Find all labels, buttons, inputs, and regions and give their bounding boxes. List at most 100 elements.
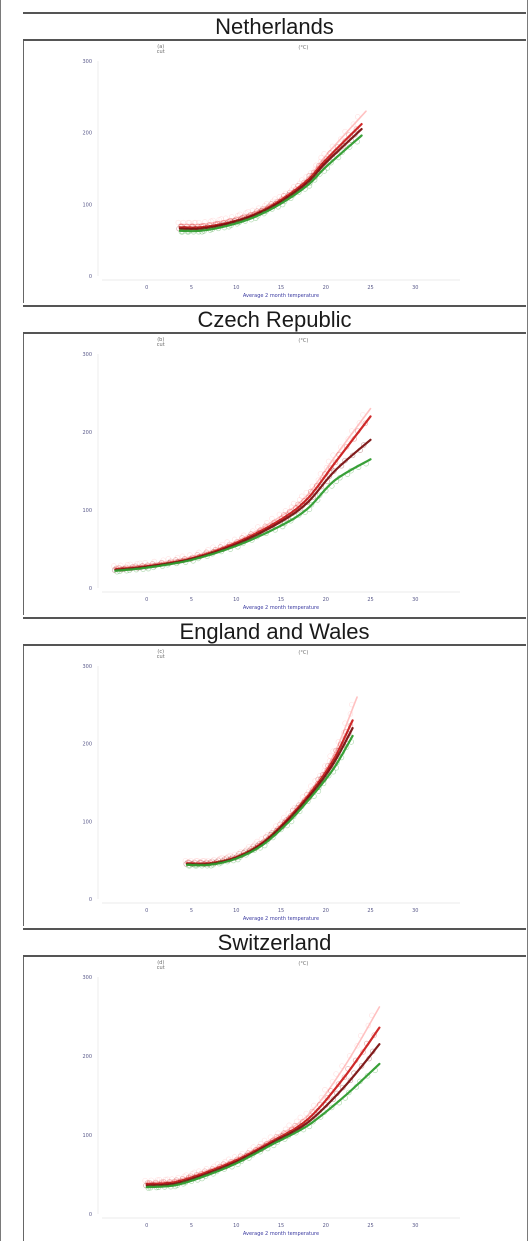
data-point: [299, 493, 305, 499]
y-tick-label: 200: [82, 742, 92, 748]
series-line: [179, 110, 367, 226]
data-point: [350, 121, 357, 127]
data-point: [246, 843, 252, 850]
x-tick-label: 10: [233, 908, 239, 914]
series-scatter: [144, 1032, 378, 1186]
x-tick-label: 30: [412, 1223, 418, 1229]
data-point: [175, 219, 182, 226]
y-tick-label: 100: [82, 1133, 92, 1139]
data-point: [322, 1087, 328, 1093]
x-tick-label: 10: [233, 597, 239, 603]
data-point: [278, 826, 284, 833]
series-scatter: [142, 1012, 375, 1184]
panel-corner-label-right: (°C): [298, 961, 308, 967]
panel-title: Switzerland: [23, 928, 526, 957]
data-point: [349, 452, 356, 459]
y-tick-label: 300: [82, 975, 92, 981]
x-tick-label: 0: [145, 285, 148, 291]
data-point: [310, 1118, 316, 1125]
series-scatter: [177, 126, 360, 230]
data-point: [334, 144, 341, 150]
series-line: [145, 1062, 381, 1189]
series-scatter: [185, 722, 354, 866]
panel-corner-label-left-sub: cut: [157, 965, 165, 971]
data-point: [281, 814, 287, 821]
data-point: [328, 1104, 335, 1111]
series-line: [145, 1043, 381, 1187]
data-point: [325, 772, 332, 779]
data-point: [320, 477, 326, 483]
data-point: [339, 149, 345, 155]
data-point: [307, 783, 314, 789]
data-point: [330, 1096, 337, 1102]
series-line: [114, 407, 372, 569]
x-tick-label: 5: [190, 597, 193, 603]
series-line: [145, 1026, 381, 1186]
data-point: [290, 500, 297, 507]
panel-title: England and Wales: [23, 617, 526, 646]
x-tick-label: 15: [278, 597, 284, 603]
series-line: [185, 734, 354, 867]
panel-corner-label-left: (a): [157, 44, 164, 50]
series-scatter: [145, 1067, 378, 1191]
data-point: [346, 1089, 352, 1096]
data-point: [286, 1122, 292, 1129]
y-tick-label: 200: [82, 131, 92, 137]
x-tick-label: 25: [367, 285, 373, 291]
y-tick-label: 100: [82, 819, 92, 825]
data-point: [114, 568, 120, 575]
data-point: [332, 459, 339, 466]
x-tick-label: 30: [412, 285, 418, 291]
x-tick-label: 20: [323, 908, 329, 914]
data-point: [264, 838, 270, 845]
y-tick-label: 0: [89, 274, 92, 280]
data-point: [328, 159, 334, 166]
panel-corner-label-right: (°C): [298, 45, 308, 51]
series-line: [146, 1006, 381, 1184]
x-tick-label: 5: [190, 1223, 193, 1229]
data-point: [111, 563, 117, 569]
y-tick-label: 300: [82, 352, 92, 358]
data-point: [354, 1043, 360, 1049]
data-point: [360, 442, 367, 448]
x-tick-label: 5: [190, 285, 193, 291]
data-point: [297, 1114, 304, 1121]
data-point: [338, 136, 344, 142]
panel-body: [23, 957, 527, 1241]
series-scatter: [183, 730, 352, 867]
data-point: [297, 505, 304, 512]
data-point: [311, 1113, 318, 1120]
data-point: [335, 1081, 342, 1087]
series-line: [185, 719, 354, 865]
x-tick-label: 5: [190, 908, 193, 914]
panel-corner-label-left: (b): [157, 337, 164, 343]
x-tick-label: 25: [367, 908, 373, 914]
series-scatter: [113, 420, 369, 572]
data-point: [316, 784, 322, 791]
x-tick-label: 30: [412, 597, 418, 603]
x-axis-label: Average 2 month temperature: [243, 916, 319, 922]
x-tick-label: 0: [145, 1223, 148, 1229]
series-scatter: [143, 1048, 376, 1189]
data-point: [182, 857, 189, 864]
x-tick-label: 25: [367, 1223, 373, 1229]
data-point: [296, 189, 302, 195]
data-point: [326, 473, 333, 479]
data-point: [269, 515, 275, 522]
x-tick-label: 20: [323, 285, 329, 291]
panel-corner-label-right: (°C): [298, 650, 308, 656]
panel-title: Netherlands: [23, 12, 526, 41]
data-point: [281, 198, 288, 205]
data-point: [353, 126, 360, 132]
panel-corner-label-left-sub: cut: [157, 654, 165, 660]
data-point: [333, 1071, 339, 1077]
data-point: [347, 1077, 354, 1084]
data-point: [290, 813, 297, 820]
x-axis-label: Average 2 month temperature: [243, 605, 319, 611]
y-tick-label: 0: [89, 1212, 92, 1218]
series-line: [185, 727, 354, 866]
data-point: [362, 420, 369, 427]
